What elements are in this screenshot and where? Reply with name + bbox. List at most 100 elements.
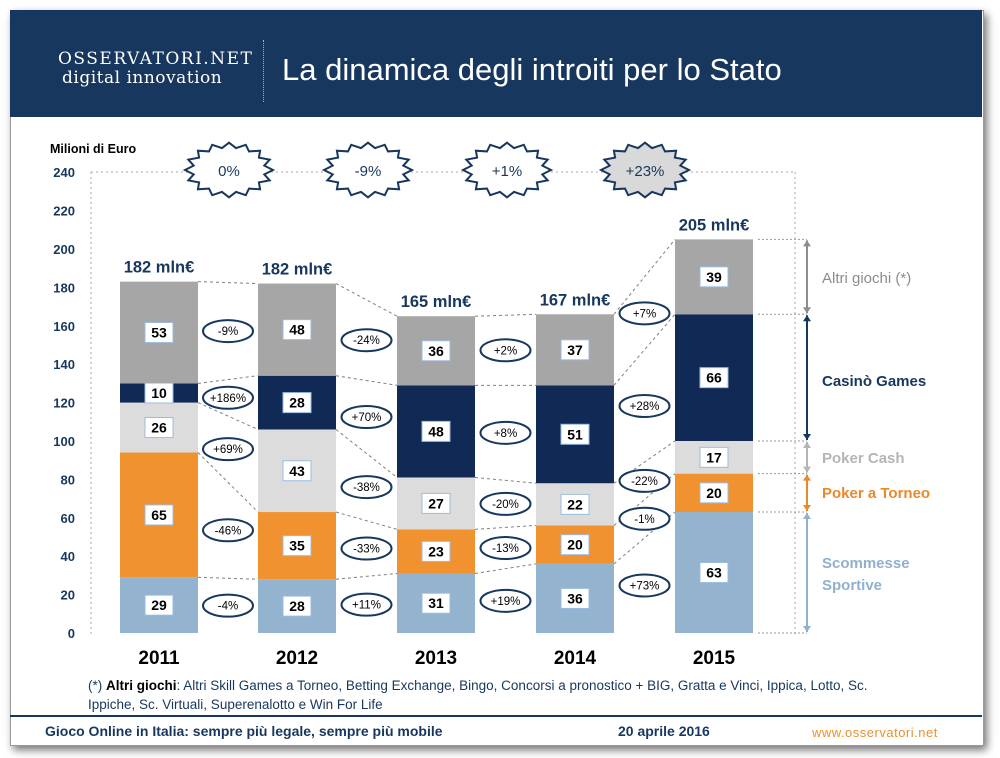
footer-date: 20 aprile 2016 (618, 723, 710, 739)
value-label: 43 (289, 463, 305, 479)
change-ellipse (202, 319, 254, 344)
y-tick-label: 180 (53, 280, 75, 295)
value-label: 23 (428, 543, 444, 559)
legend-arrow-bottom (803, 626, 811, 632)
value-label-box (560, 493, 590, 515)
change-ellipse (479, 491, 532, 516)
value-label: 39 (706, 269, 722, 285)
legend-label-scommesse-sportive: Sportive (822, 577, 882, 594)
value-label-box (144, 417, 174, 439)
footnote-bold: Altri giochi (106, 678, 177, 693)
x-tick-label: 2013 (415, 648, 457, 669)
value-label: 29 (151, 597, 167, 613)
change-ellipse (618, 506, 671, 531)
y-tick-label: 120 (53, 396, 75, 411)
change-ellipse (340, 475, 393, 500)
value-label-box (282, 535, 312, 557)
connector-line (474, 313, 537, 317)
y-tick-label: 140 (53, 357, 75, 372)
connector-line (197, 452, 259, 513)
connector-line (197, 576, 259, 580)
connector-line (197, 281, 259, 285)
legend-arrow-bottom (803, 307, 811, 314)
value-label: 48 (289, 322, 305, 338)
change-ellipse (618, 573, 671, 598)
change-label: -38% (353, 482, 380, 494)
change-label: -20% (492, 499, 519, 511)
y-tick-label: 80 (61, 472, 75, 487)
x-tick-label: 2012 (276, 648, 318, 669)
legend-arrow-top (803, 513, 811, 520)
value-label: 36 (428, 343, 444, 359)
change-ellipse (618, 393, 671, 418)
change-ellipse (479, 588, 532, 613)
y-tick-label: 40 (61, 549, 75, 564)
value-label-box (560, 339, 590, 361)
change-label: +8% (494, 428, 517, 440)
change-label: +11% (352, 600, 381, 612)
total-label: 167 mln€ (540, 291, 611, 309)
legend-label-scommesse-sportive: Scommesse (822, 555, 910, 572)
value-label-box (282, 319, 312, 341)
change-ellipse (340, 405, 393, 429)
y-tick-label: 160 (53, 319, 75, 334)
value-label-box (421, 492, 451, 514)
value-label-box (421, 540, 451, 562)
yoy-badge (182, 141, 276, 199)
value-label: 66 (706, 370, 722, 386)
change-label: -33% (353, 544, 380, 556)
yoy-badge-label: -9% (355, 163, 382, 180)
connector-line (335, 283, 398, 317)
x-tick-label: 2015 (693, 648, 736, 669)
change-label: +73% (630, 580, 660, 592)
total-label: 205 mln€ (679, 216, 750, 234)
x-tick-label: 2014 (554, 648, 597, 669)
change-label: +2% (494, 345, 517, 357)
y-tick-label: 200 (53, 242, 75, 257)
page-title: La dinamica degli introiti per lo Stato (282, 52, 782, 87)
change-label: -13% (492, 543, 519, 555)
value-label-box (560, 534, 590, 556)
value-label-box (421, 420, 451, 442)
y-tick-label: 20 (61, 588, 75, 603)
yoy-badge (598, 141, 692, 199)
value-label: 51 (567, 426, 583, 442)
value-label-box (144, 594, 174, 616)
change-label: +186% (210, 393, 246, 405)
footer-url[interactable]: www.osservatori.net (812, 725, 938, 740)
connector-line (197, 402, 259, 430)
change-label: -9% (218, 326, 238, 338)
value-label: 37 (567, 342, 583, 358)
change-ellipse (340, 536, 393, 561)
y-tick-label: 100 (53, 434, 75, 449)
change-label: -24% (353, 335, 380, 347)
header-bar (10, 10, 982, 117)
value-label-box (421, 340, 451, 362)
value-label-box (699, 482, 729, 504)
connector-line (613, 313, 676, 386)
footnote-text: : Altri Skill Games a Torneo, Betting Ex… (88, 678, 868, 712)
change-ellipse (479, 420, 532, 445)
value-label: 20 (567, 537, 583, 553)
connector-line (474, 476, 537, 484)
legend-label-casin-games: Casinò Games (822, 373, 926, 390)
value-label: 10 (151, 385, 167, 401)
change-label: -46% (215, 525, 242, 537)
change-ellipse (340, 328, 393, 353)
change-label: +69% (213, 444, 243, 456)
change-ellipse (202, 385, 254, 410)
x-tick-label: 2011 (138, 648, 180, 669)
connector-line (474, 563, 537, 574)
change-label: -4% (218, 601, 238, 613)
value-label: 17 (706, 449, 722, 465)
footnote-prefix: (*) (88, 678, 106, 693)
legend-arrow-top (803, 442, 811, 448)
value-label: 31 (428, 595, 444, 611)
y-tick-label: 240 (53, 165, 75, 180)
value-label-box (282, 595, 312, 617)
legend-arrow-bottom (803, 466, 811, 473)
y-tick-label: 0 (68, 626, 75, 641)
change-ellipse (340, 592, 393, 617)
legend-arrow-top (803, 474, 811, 481)
